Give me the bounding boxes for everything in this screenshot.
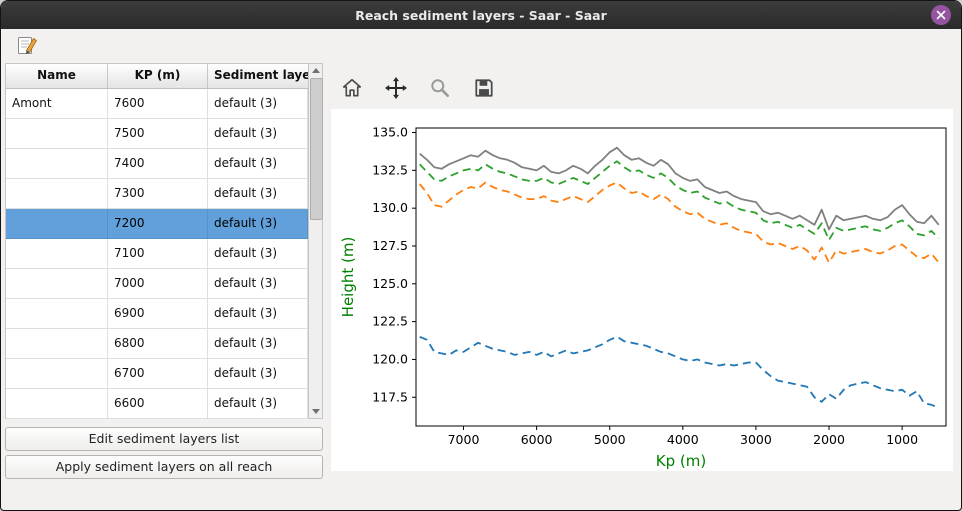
save-icon (475, 79, 493, 97)
svg-text:2000: 2000 (813, 432, 845, 447)
svg-text:Height (m): Height (m) (339, 237, 357, 318)
titlebar[interactable]: Reach sediment layers - Saar - Saar (1, 1, 961, 30)
cell-layers[interactable]: default (3) (208, 359, 308, 389)
svg-text:125.0: 125.0 (372, 276, 408, 291)
cell-kp[interactable]: 7500 (108, 119, 208, 149)
table-scrollbar[interactable] (308, 64, 323, 418)
svg-text:Kp (m): Kp (m) (656, 452, 706, 470)
table-row[interactable]: 7000 default (3) (6, 269, 308, 299)
cell-layers[interactable]: default (3) (208, 119, 308, 149)
cell-kp[interactable]: 7000 (108, 269, 208, 299)
cell-layers[interactable]: default (3) (208, 89, 308, 119)
table-row[interactable]: 7500 default (3) (6, 119, 308, 149)
series-layer-green (419, 160, 940, 241)
cell-layers[interactable]: default (3) (208, 239, 308, 269)
cell-kp[interactable]: 7100 (108, 239, 208, 269)
cell-name[interactable] (6, 359, 108, 389)
cell-name[interactable] (6, 269, 108, 299)
table-header: Name KP (m) Sediment layers (6, 64, 308, 89)
svg-text:5000: 5000 (594, 432, 626, 447)
close-button[interactable] (931, 5, 951, 25)
cell-kp[interactable]: 7300 (108, 179, 208, 209)
scrollbar-thumb[interactable] (310, 78, 323, 220)
cell-name[interactable] (6, 389, 108, 419)
cell-kp[interactable]: 6700 (108, 359, 208, 389)
svg-text:120.0: 120.0 (372, 351, 408, 366)
cell-layers[interactable]: default (3) (208, 299, 308, 329)
column-header-kp[interactable]: KP (m) (108, 64, 208, 88)
cell-kp[interactable]: 7200 (108, 209, 208, 239)
svg-text:135.0: 135.0 (372, 125, 408, 140)
cell-kp[interactable]: 6900 (108, 299, 208, 329)
cell-layers[interactable]: default (3) (208, 179, 308, 209)
svg-text:122.5: 122.5 (372, 314, 408, 329)
svg-text:127.5: 127.5 (372, 238, 408, 253)
svg-text:132.5: 132.5 (372, 162, 408, 177)
column-header-sediment-layers[interactable]: Sediment layers (214, 68, 308, 82)
cell-kp[interactable]: 6600 (108, 389, 208, 419)
app-toolbar (1, 29, 961, 61)
close-icon (936, 10, 946, 20)
svg-text:130.0: 130.0 (372, 200, 408, 215)
scroll-up-icon[interactable] (309, 64, 322, 77)
table-row[interactable]: 7200 default (3) (6, 209, 308, 239)
table-body: Amont 7600 default (3) 7500 default (3) 7400 d… (6, 89, 308, 419)
cell-name[interactable] (6, 119, 108, 149)
table-row[interactable]: 7100 default (3) (6, 239, 308, 269)
cell-kp[interactable]: 7600 (108, 89, 208, 119)
cell-layers[interactable]: default (3) (208, 209, 308, 239)
svg-text:117.5: 117.5 (372, 389, 408, 404)
table-row[interactable]: 6900 default (3) (6, 299, 308, 329)
cell-layers[interactable]: default (3) (208, 149, 308, 179)
series-layer-blue (419, 335, 940, 409)
table-row[interactable]: 6600 default (3) (6, 389, 308, 419)
cell-name[interactable] (6, 209, 108, 239)
window-title: Reach sediment layers - Saar - Saar (355, 7, 607, 23)
table-row[interactable]: 6700 default (3) (6, 359, 308, 389)
table-row[interactable]: 7400 default (3) (6, 149, 308, 179)
cross-section-table: Name KP (m) Sediment layers Amont7600def… (5, 63, 323, 419)
edit-sediment-button[interactable] (13, 32, 41, 58)
series-top-gray (419, 146, 940, 231)
svg-text:7000: 7000 (448, 432, 480, 447)
edit-sediment-layers-list-button[interactable]: Edit sediment layers list (5, 427, 323, 451)
cell-name[interactable] (6, 239, 108, 269)
pan-button[interactable] (379, 71, 413, 105)
scroll-down-icon[interactable] (309, 405, 322, 418)
home-icon (342, 78, 362, 97)
svg-text:1000: 1000 (886, 432, 918, 447)
svg-text:4000: 4000 (667, 432, 699, 447)
cell-layers[interactable]: default (3) (208, 329, 308, 359)
home-button[interactable] (335, 71, 369, 105)
cell-name[interactable] (6, 149, 108, 179)
zoom-icon (431, 79, 450, 98)
apply-sediment-layers-button[interactable]: Apply sediment layers on all reach (5, 455, 323, 479)
pan-icon (385, 77, 407, 99)
cell-kp[interactable]: 6800 (108, 329, 208, 359)
series-layer-orange (419, 181, 940, 264)
svg-text:6000: 6000 (521, 432, 553, 447)
table-row[interactable]: Amont 7600 default (3) (6, 89, 308, 119)
cell-layers[interactable]: default (3) (208, 269, 308, 299)
table-row[interactable]: 7300 default (3) (6, 179, 308, 209)
table-row[interactable]: 6800 default (3) (6, 329, 308, 359)
profile-plot-canvas[interactable]: 7000 6000 5000 4000 3000 2000 1000 117.5 120.0 12… (331, 109, 953, 471)
reach-profile-chart: 7000 6000 5000 4000 3000 2000 1000 117.5 120.0 12… (339, 125, 947, 470)
cell-name[interactable] (6, 329, 108, 359)
save-button[interactable] (467, 71, 501, 105)
edit-note-icon (18, 37, 38, 54)
cell-name[interactable] (6, 179, 108, 209)
cell-layers[interactable]: default (3) (208, 389, 308, 419)
zoom-button[interactable] (423, 71, 457, 105)
plot-toolbar (335, 71, 501, 105)
cell-name[interactable] (6, 299, 108, 329)
cell-name[interactable]: Amont (6, 89, 108, 119)
cell-kp[interactable]: 7400 (108, 149, 208, 179)
svg-text:3000: 3000 (740, 432, 772, 447)
column-header-name[interactable]: Name (6, 64, 108, 88)
